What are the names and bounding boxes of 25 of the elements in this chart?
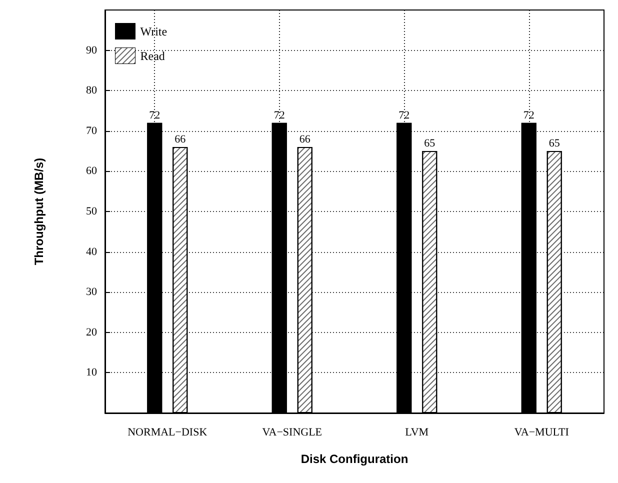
data-label: 66 xyxy=(299,134,311,146)
data-label: 65 xyxy=(424,138,436,150)
y-tick-label: 40 xyxy=(86,246,98,258)
data-label: 72 xyxy=(274,109,285,122)
data-label: 72 xyxy=(398,109,410,122)
legend-label: Read xyxy=(140,48,165,63)
y-tick-label: 80 xyxy=(86,84,98,97)
x-axis-title: Disk Configuration xyxy=(300,452,408,466)
x-tick-label: NORMAL−DISK xyxy=(128,426,208,438)
x-tick-label: VA−MULTI xyxy=(514,426,570,438)
x-tick-label: VA−SINGLE xyxy=(262,426,322,438)
data-label: 72 xyxy=(523,109,534,122)
y-tick-label: 50 xyxy=(86,206,98,218)
x-tick-label: LVM xyxy=(405,426,429,438)
y-tick-label: 20 xyxy=(86,326,98,338)
y-axis-title: Throughput (MB/s) xyxy=(32,158,46,266)
y-tick-label: 60 xyxy=(86,165,98,178)
y-tick-label: 90 xyxy=(86,44,98,56)
legend-label: Write xyxy=(140,24,168,38)
y-tick-label: 70 xyxy=(86,124,98,137)
data-label: 66 xyxy=(174,134,186,146)
data-label: 72 xyxy=(149,109,160,122)
y-tick-label: 10 xyxy=(86,366,98,379)
y-tick-label: 30 xyxy=(86,286,98,298)
data-label: 65 xyxy=(548,138,560,150)
